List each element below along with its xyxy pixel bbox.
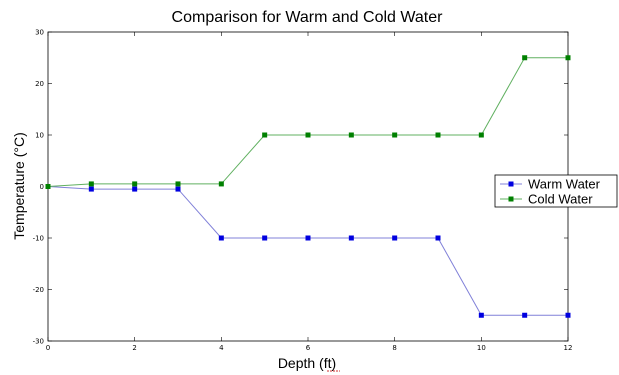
data-point-warm-water [175,186,181,192]
x-tick-label: 12 [564,344,573,352]
data-point-warm-water [392,235,398,241]
data-point-warm-water [522,312,528,318]
data-point-warm-water [565,312,571,318]
data-point-warm-water [218,235,224,241]
series-markers [45,55,571,318]
data-point-warm-water [132,186,138,192]
y-tick-label: -20 [33,286,44,294]
data-point-cold-water [565,55,571,61]
x-tick-label: 8 [392,344,396,352]
series-line-cold-water [47,57,568,187]
x-tick-label: 10 [477,344,486,352]
data-point-cold-water [88,181,94,187]
y-axis-label: Temperature (°C) [11,132,27,240]
x-axis-label-prefix: Depth ( [278,355,324,371]
x-axis-label-suffix: ) [332,355,337,371]
axis-ticks: 0 2 4 6 8 10 12 -30 -20 -10 0 10 20 30 [33,29,573,353]
data-point-cold-water [262,132,268,138]
data-point-cold-water [132,181,138,187]
plot-area-frame [47,31,569,342]
x-tick-label: 0 [46,344,50,352]
series-lines [47,57,568,316]
y-tick-label: 30 [35,29,44,37]
chart-title: Comparison for Warm and Cold Water [172,9,444,26]
x-tick-label: 6 [306,344,311,352]
y-tick-label: -30 [33,338,44,346]
x-axis-label: Depth (ft) [278,355,336,371]
y-tick-label: 10 [35,132,44,140]
data-point-warm-water [478,312,484,318]
data-point-cold-water [45,184,51,189]
x-axis-label-unit: ft [324,355,332,371]
x-tick-label: 2 [132,344,136,352]
x-tick-label: 4 [219,344,224,352]
data-point-cold-water [435,132,441,138]
legend-box [494,174,618,208]
data-point-warm-water [435,235,441,241]
data-point-warm-water [305,235,311,241]
data-point-cold-water [305,132,311,138]
legend-marker-cold-water [508,196,514,202]
legend-label-cold-water: Cold Water [528,192,593,207]
series-line-warm-water [47,186,568,316]
legend-marker-warm-water [508,181,514,187]
data-point-warm-water [348,235,354,241]
data-point-warm-water [262,235,268,241]
data-point-cold-water [392,132,398,138]
data-point-cold-water [522,55,528,61]
y-tick-label: 0 [40,183,44,191]
data-point-cold-water [348,132,354,138]
legend-label-warm-water: Warm Water [528,177,601,192]
y-tick-label: -10 [33,235,44,243]
y-tick-label: 20 [35,80,44,88]
data-point-cold-water [175,181,181,187]
data-point-cold-water [478,132,484,138]
data-point-cold-water [218,181,224,187]
data-point-warm-water [88,186,94,192]
